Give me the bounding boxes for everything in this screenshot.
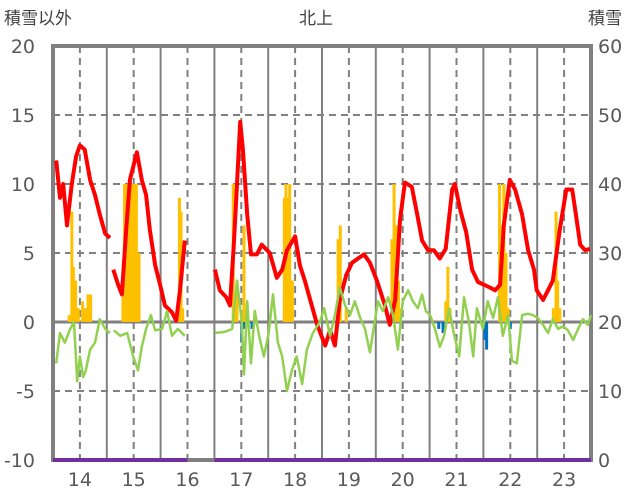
- y-left-tick-label: -10: [4, 450, 35, 472]
- blue-bar: [250, 322, 254, 329]
- orange-bar: [125, 184, 129, 322]
- y-right-tick-label: 0: [598, 450, 610, 472]
- y-right-tick-label: 10: [598, 381, 622, 403]
- x-tick-label: 17: [229, 469, 253, 491]
- orange-bar: [498, 184, 502, 322]
- orange-bar: [558, 308, 562, 322]
- orange-bar: [89, 294, 93, 322]
- y-right-tick-label: 30: [598, 243, 622, 265]
- orange-bar: [551, 308, 555, 322]
- orange-bar: [76, 308, 80, 322]
- y-right-tick-label: 50: [598, 105, 622, 127]
- orange-bar: [71, 266, 75, 322]
- blue-bar: [508, 322, 512, 329]
- orange-bar: [70, 211, 74, 322]
- chart-title: 北上: [299, 9, 333, 29]
- x-tick-label: 23: [552, 469, 576, 491]
- green-series-line: [112, 309, 186, 372]
- x-tick-label: 22: [498, 469, 522, 491]
- orange-bar: [129, 184, 133, 322]
- right-axis-title: 積雪: [588, 9, 622, 29]
- y-right-tick-label: 40: [598, 174, 622, 196]
- y-left-tick-label: 15: [11, 105, 35, 127]
- left-axis-title: 積雪以外: [4, 9, 72, 29]
- tick-labels: -10 0 -5 10 0 20 5 30 10 40 15 50 20 60 14 15 16 17 18 19 20…: [4, 36, 622, 491]
- lines: [53, 119, 593, 462]
- orange-bar: [132, 184, 136, 322]
- red-series-line: [54, 143, 112, 240]
- blue-bar: [437, 322, 441, 329]
- blue-bar: [242, 322, 246, 329]
- x-tick-label: 19: [337, 469, 361, 491]
- orange-bar: [137, 253, 141, 322]
- orange-bar: [181, 308, 185, 322]
- orange-bar: [338, 225, 342, 322]
- orange-bar: [446, 266, 450, 322]
- red-series-line: [212, 119, 591, 348]
- x-tick-label: 14: [68, 469, 92, 491]
- x-tick-label: 20: [391, 469, 415, 491]
- y-left-tick-label: 5: [23, 243, 35, 265]
- orange-bar: [392, 184, 396, 322]
- orange-bar: [83, 308, 87, 322]
- green-series-line: [54, 317, 111, 383]
- orange-bar: [556, 280, 560, 322]
- orange-bar: [127, 184, 131, 322]
- y-right-tick-label: 20: [598, 312, 622, 334]
- y-left-tick-label: 10: [11, 174, 35, 196]
- orange-bar: [81, 301, 85, 322]
- x-tick-label: 21: [444, 469, 468, 491]
- red-series-line: [111, 150, 187, 323]
- blue-bar: [441, 322, 445, 334]
- orange-bar: [286, 197, 290, 322]
- y-left-tick-label: -5: [16, 381, 35, 403]
- blue-bar: [483, 322, 487, 340]
- orange-bar: [121, 280, 125, 322]
- blue-bar: [485, 322, 489, 350]
- orange-bar: [290, 280, 294, 322]
- y-left-tick-label: 20: [11, 36, 35, 58]
- orange-bar: [86, 294, 90, 322]
- orange-bar: [67, 315, 71, 322]
- y-left-tick-label: 0: [23, 312, 35, 334]
- green-series-line: [214, 279, 593, 393]
- orange-bar: [396, 280, 400, 322]
- orange-bar: [134, 184, 138, 322]
- orange-bar: [390, 239, 394, 322]
- orange-bar: [444, 301, 448, 322]
- orange-bar: [177, 197, 181, 322]
- orange-bar: [288, 184, 292, 322]
- orange-bar: [344, 308, 348, 322]
- x-tick-label: 16: [175, 469, 199, 491]
- orange-bar: [242, 225, 246, 322]
- x-tick-label: 18: [283, 469, 307, 491]
- orange-bar: [504, 253, 508, 322]
- x-tick-label: 15: [122, 469, 146, 491]
- orange-bar: [235, 280, 239, 322]
- orange-bar: [74, 280, 78, 322]
- bars: [67, 184, 562, 350]
- y-right-tick-label: 60: [598, 36, 622, 58]
- orange-bar: [336, 239, 340, 322]
